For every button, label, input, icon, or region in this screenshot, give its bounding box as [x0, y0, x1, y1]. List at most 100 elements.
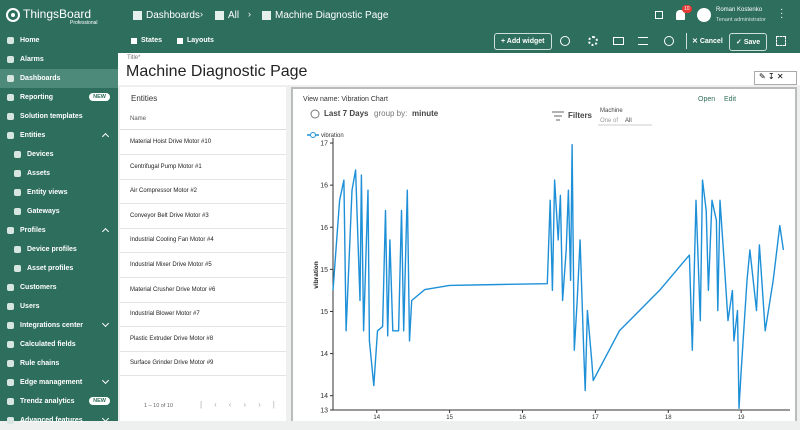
- nav-item[interactable]: Profiles: [0, 221, 118, 240]
- nav-label: Device profiles: [27, 245, 77, 253]
- nav-item[interactable]: Integrations center: [0, 316, 118, 335]
- cancel-button[interactable]: ✕ Cancel: [692, 38, 723, 45]
- nav-item[interactable]: Advanced features: [0, 411, 118, 430]
- timewindow[interactable]: Last 7 Days: [324, 109, 369, 118]
- entity-row[interactable]: Centrifugal Pump Motor #1: [130, 163, 202, 170]
- import-button[interactable]: [613, 37, 624, 45]
- expand-button[interactable]: [776, 36, 786, 46]
- x-tick-label: 15: [446, 415, 453, 421]
- nav-item[interactable]: Entity views: [0, 183, 118, 202]
- nav-item[interactable]: Gateways: [0, 202, 118, 221]
- nav-icon: [7, 397, 14, 405]
- entity-row[interactable]: Industrial Blower Motor #7: [130, 311, 200, 318]
- nav-icon: [7, 283, 14, 291]
- entity-row[interactable]: Material Hoist Drive Motor #10: [130, 139, 212, 145]
- filter-button[interactable]: [638, 37, 648, 45]
- filter-value[interactable]: All: [625, 118, 632, 124]
- nav-icon: [14, 150, 21, 158]
- breadcrumb[interactable]: Dashboards: [146, 10, 200, 21]
- filters-label[interactable]: Filters: [568, 111, 593, 120]
- x-tick-label: 18: [665, 415, 672, 421]
- open-link[interactable]: Open: [698, 96, 715, 103]
- nav-item[interactable]: Users: [0, 297, 118, 316]
- save-button[interactable]: ✓ Save: [729, 33, 768, 51]
- column-header[interactable]: Name: [130, 116, 147, 122]
- nav-label: Profiles: [20, 226, 46, 234]
- nav-item[interactable]: Trendz analytics NEW: [0, 392, 118, 411]
- y-tick-label: 16: [320, 225, 328, 232]
- nav-badge: NEW: [89, 397, 110, 405]
- group-by-label: group by:: [374, 109, 407, 118]
- nav-item[interactable]: Asset profiles: [0, 259, 118, 278]
- nav-label: Dashboards: [20, 74, 61, 82]
- nav-icon: [7, 378, 14, 386]
- more-button[interactable]: · · ·: [780, 4, 784, 23]
- paging-buttons[interactable]: |‹‹››|: [200, 400, 287, 409]
- nav-label: Customers: [20, 283, 57, 291]
- history-button[interactable]: [560, 36, 570, 46]
- entity-row[interactable]: Conveyor Belt Drive Motor #3: [130, 212, 209, 219]
- notifications-badge: 10: [682, 5, 692, 13]
- entity-row[interactable]: Material Crusher Drive Motor #6: [130, 286, 216, 293]
- nav-item[interactable]: Solution templates: [0, 107, 118, 126]
- row-divider: [120, 277, 286, 278]
- entity-row[interactable]: Industrial Cooling Fan Motor #4: [130, 237, 214, 244]
- logo-icon: [6, 8, 20, 22]
- nav-label: Entity views: [27, 188, 68, 196]
- nav-item[interactable]: Rule chains: [0, 354, 118, 373]
- nav-item[interactable]: Dashboards: [0, 68, 118, 88]
- breadcrumb[interactable]: All: [228, 10, 240, 21]
- entities-widget: Entities Name 1 – 10 of 10 |‹‹››| Materi…: [120, 87, 286, 421]
- fullscreen-button[interactable]: [655, 11, 663, 19]
- avatar[interactable]: [697, 8, 711, 22]
- x-tick-label: 17: [592, 415, 599, 421]
- dashboard-title[interactable]: Machine Diagnostic Page: [126, 63, 308, 80]
- nav-label: Devices: [27, 150, 54, 158]
- nav-label: Alarms: [20, 55, 44, 63]
- nav-icon: [14, 207, 21, 215]
- breadcrumb-separator: ›: [248, 9, 251, 19]
- x-tick-label: 16: [519, 415, 526, 421]
- nav-item[interactable]: Device profiles: [0, 240, 118, 259]
- nav-label: Reporting: [20, 93, 54, 101]
- states-button[interactable]: States: [141, 37, 163, 44]
- y-tick-label: 13: [320, 408, 328, 415]
- nav-item[interactable]: Devices: [0, 145, 118, 164]
- nav-item[interactable]: Customers: [0, 278, 118, 297]
- data-line: [332, 144, 785, 409]
- entity-row[interactable]: Surface Grinder Drive Motor #9: [130, 360, 214, 367]
- edit-link[interactable]: Edit: [724, 96, 736, 103]
- nav-item[interactable]: Entities: [0, 126, 118, 145]
- entity-row[interactable]: Plastic Extruder Drive Motor #8: [130, 335, 214, 342]
- row-divider: [120, 301, 286, 303]
- chevron: [101, 319, 110, 327]
- nav-icon: [7, 321, 14, 329]
- layouts-icon: [177, 38, 183, 44]
- row-divider: [120, 154, 286, 155]
- nav-item[interactable]: Edge management: [0, 373, 118, 392]
- nav-label: Edge management: [20, 378, 83, 386]
- y-tick-label: 14: [320, 351, 328, 358]
- add-widget-button[interactable]: + Add widget: [494, 33, 552, 50]
- layouts-button[interactable]: Layouts: [187, 37, 214, 44]
- nav-item[interactable]: Reporting NEW: [0, 88, 118, 107]
- nav-label: Assets: [27, 169, 50, 177]
- nav-label: Home: [20, 36, 40, 44]
- nav-item[interactable]: Calculated fields: [0, 335, 118, 354]
- group-by-value[interactable]: minute: [412, 109, 439, 118]
- nav-item[interactable]: Assets: [0, 164, 118, 183]
- paging-label: 1 – 10 of 10: [144, 403, 174, 409]
- nav-item[interactable]: Home: [0, 31, 118, 50]
- header: [0, 0, 800, 53]
- settings-button[interactable]: [588, 36, 598, 46]
- nav-icon: [7, 55, 14, 63]
- sidebar: Home Alarms Dashboards Reporting NEW Solution…: [0, 30, 118, 424]
- edition: Professional: [70, 20, 98, 26]
- notifications-button[interactable]: [676, 10, 685, 20]
- nav-badge: NEW: [89, 93, 110, 101]
- x-tick-label: 14: [373, 415, 380, 421]
- entity-row[interactable]: Air Compressor Motor #2: [130, 188, 198, 195]
- nav-item[interactable]: Alarms: [0, 50, 118, 69]
- entity-row[interactable]: Industrial Mixer Drive Motor #5: [130, 262, 212, 268]
- timewindow-button[interactable]: [664, 36, 674, 46]
